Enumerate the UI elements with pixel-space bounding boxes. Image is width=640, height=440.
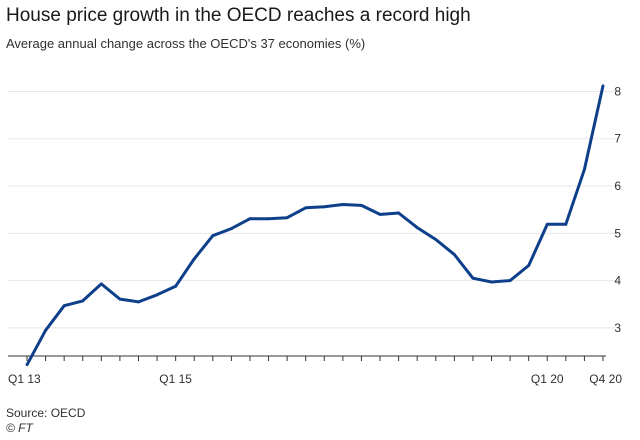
data-point (304, 206, 308, 210)
data-point (285, 216, 289, 220)
source-note: Source: OECD (6, 406, 86, 420)
ft-credit: © FT (6, 421, 33, 435)
y-tick-label: 7 (614, 132, 621, 146)
data-point (452, 253, 456, 257)
data-point (99, 282, 103, 286)
data-point (601, 84, 605, 88)
x-tick-label: Q1 13 (8, 372, 41, 386)
x-axis (8, 355, 606, 361)
chart-title: House price growth in the OECD reaches a… (6, 5, 471, 26)
series-line-0 (25, 85, 605, 366)
data-point (360, 204, 363, 207)
x-tick-label: Q4 20 (589, 372, 622, 386)
data-point (378, 213, 382, 216)
data-point (415, 226, 419, 230)
y-tick-label: 3 (614, 321, 621, 335)
data-point (341, 203, 345, 206)
data-point (267, 217, 270, 221)
data-point (434, 238, 438, 241)
data-point (564, 222, 568, 226)
data-point (471, 276, 475, 280)
chart-subtitle: Average annual change across the OECD's … (6, 36, 366, 51)
y-tick-label: 5 (614, 226, 621, 240)
data-point (192, 257, 196, 261)
line-chart: 3 4 5 6 7 8 Q1 13 Q1 15 Q1 20 Q4 20 (8, 84, 622, 386)
data-point (545, 222, 549, 226)
x-tick-label: Q1 20 (531, 372, 564, 386)
data-point (322, 205, 326, 209)
data-point (248, 217, 252, 221)
data-point (44, 328, 47, 332)
series (25, 84, 605, 367)
x-tick-label: Q1 15 (159, 372, 192, 386)
y-axis-labels: 3 4 5 6 7 8 (614, 84, 621, 334)
grid-lines (8, 90, 620, 329)
data-point (527, 264, 531, 267)
data-point (62, 304, 66, 308)
data-point (155, 293, 159, 297)
data-point (118, 297, 122, 301)
data-point (397, 211, 401, 215)
data-point (229, 227, 233, 230)
data-point (508, 279, 512, 283)
data-point (174, 284, 178, 288)
data-point (25, 363, 29, 367)
x-axis-labels: Q1 13 Q1 15 Q1 20 Q4 20 (8, 372, 622, 386)
data-point (490, 280, 493, 284)
data-point (137, 300, 140, 304)
y-tick-label: 8 (614, 84, 621, 98)
y-tick-label: 6 (614, 179, 621, 193)
y-tick-label: 4 (614, 274, 621, 288)
data-point (211, 234, 215, 238)
data-point (81, 299, 85, 303)
data-point (583, 168, 586, 171)
